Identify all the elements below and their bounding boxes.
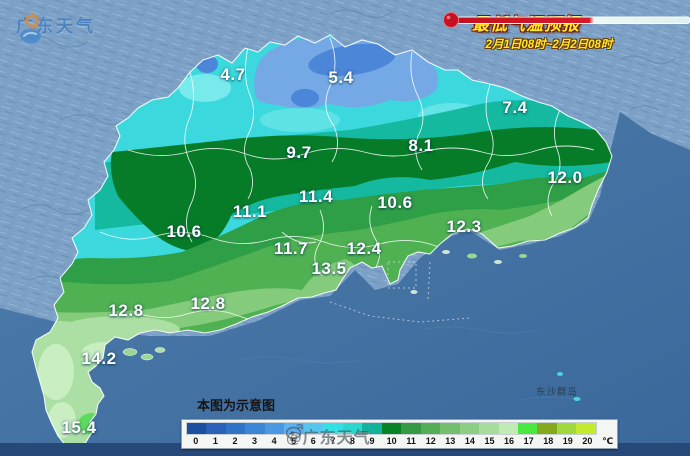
legend-swatch [401, 423, 421, 434]
legend-swatch [479, 423, 499, 434]
legend-tick-label: 16 [504, 436, 515, 446]
guangdong-weather-logo-icon [20, 12, 41, 44]
legend-tick-label: 10 [386, 436, 397, 446]
legend-swatch [284, 423, 304, 434]
legend-swatch [440, 423, 460, 434]
legend-tick-label: 19 [562, 436, 573, 446]
legend-tick-label: 17 [523, 436, 534, 446]
legend-tick-label: 13 [445, 436, 456, 446]
temperature-legend: 0 1 2 3 4 5 6 7 8 9 10 11 12 13 14 15 16 17 18 19 20 ℃ [181, 419, 618, 449]
legend-swatch [264, 423, 285, 434]
legend-tick-label: 6 [310, 436, 316, 446]
legend-swatch [498, 423, 518, 434]
thermometer-graphic [443, 12, 690, 28]
weibo-watermark-text: @广东天气 [286, 430, 371, 447]
legend-tick-label: 0 [193, 436, 199, 446]
legend-swatch [420, 423, 441, 434]
legend-swatch [225, 423, 246, 434]
weibo-icon [286, 424, 303, 439]
legend-swatch [556, 423, 577, 434]
legend-swatches [186, 422, 597, 435]
weibo-watermark: @广东天气 [286, 424, 371, 448]
legend-unit: ℃ [602, 435, 614, 446]
legend-tick-label: 11 [406, 436, 416, 446]
legend-tick-label: 7 [330, 436, 336, 446]
legend-tick-label: 1 [212, 436, 218, 446]
legend-swatch [323, 423, 343, 434]
sea [0, 112, 690, 456]
legend-tick-label: 12 [425, 436, 436, 446]
legend-numbers: 0 1 2 3 4 5 6 7 8 9 10 11 12 13 14 15 16 17 18 19 20 ℃ [186, 435, 613, 447]
legend-swatch [517, 423, 538, 434]
legend-tick-label: 14 [464, 436, 475, 446]
legend-swatch [537, 423, 557, 434]
legend-tick-label: 15 [484, 436, 495, 446]
legend-swatch [342, 423, 363, 434]
maritime-dashed-lines [329, 261, 471, 323]
dongsha-islands-label: 东沙群岛 [536, 387, 579, 398]
legend-swatch [303, 423, 324, 434]
legend-swatch [576, 423, 596, 434]
legend-tick-label: 20 [582, 436, 593, 446]
legend-tick-label: 2 [232, 436, 238, 446]
brand-logo: 广东天气 [16, 12, 96, 44]
legend-tick-label: 4 [271, 436, 277, 446]
legend-swatch [245, 423, 265, 434]
province-outline [31, 34, 613, 451]
prefecture-boundaries [99, 37, 595, 322]
legend-tick-label: 5 [291, 436, 297, 446]
legend-swatch [362, 423, 382, 434]
legend-tick-label: 18 [543, 436, 554, 446]
legend-tick-label: 8 [349, 436, 355, 446]
legend-swatch [381, 423, 402, 434]
legend-swatch [206, 423, 226, 434]
forecast-date-range: 2月1日08时~2月2日08时 [485, 39, 613, 51]
legend-swatch [187, 423, 207, 434]
schematic-note: 本图为示意图 [197, 398, 276, 413]
title-block: 最低气温预报 2月1日08时~2月2日08时 [438, 10, 690, 52]
legend-tick-label: 3 [252, 436, 258, 446]
legend-swatch [459, 423, 480, 434]
legend-tick-label: 9 [369, 436, 375, 446]
